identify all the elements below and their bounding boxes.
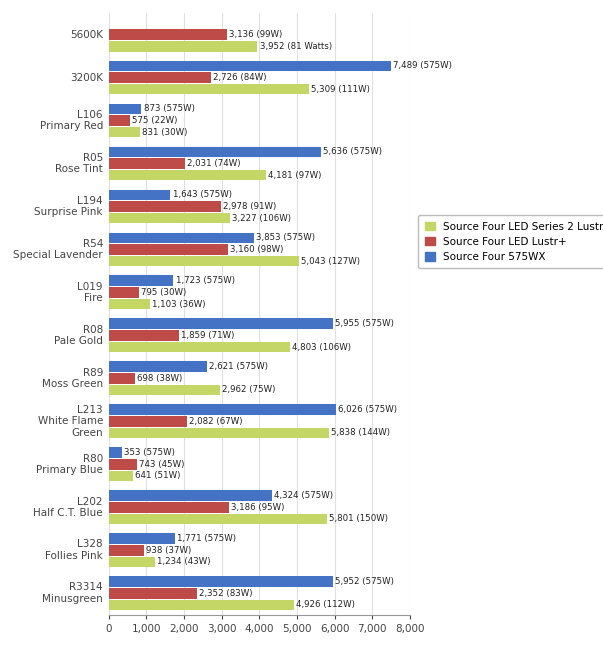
Bar xyxy=(109,404,336,415)
Text: 3,952 (81 Watts): 3,952 (81 Watts) xyxy=(259,42,332,50)
Bar xyxy=(109,127,140,137)
Text: 5,838 (144W): 5,838 (144W) xyxy=(330,428,390,438)
Bar xyxy=(109,41,257,52)
Bar xyxy=(109,233,254,243)
Text: 743 (45W): 743 (45W) xyxy=(139,460,184,469)
Text: 3,186 (95W): 3,186 (95W) xyxy=(231,503,284,512)
Bar xyxy=(109,557,155,567)
Text: 353 (575W): 353 (575W) xyxy=(124,448,175,457)
Text: 3,227 (106W): 3,227 (106W) xyxy=(232,214,291,222)
Bar xyxy=(109,170,266,181)
Bar xyxy=(109,459,136,470)
Bar xyxy=(109,471,133,481)
Text: 2,621 (575W): 2,621 (575W) xyxy=(209,362,268,371)
Bar xyxy=(109,576,333,587)
Bar xyxy=(109,201,221,212)
Text: 5,043 (127W): 5,043 (127W) xyxy=(301,256,359,266)
Bar xyxy=(109,588,197,598)
Bar xyxy=(109,146,321,157)
Bar xyxy=(109,287,139,298)
Bar xyxy=(109,244,228,255)
Text: 5,309 (111W): 5,309 (111W) xyxy=(311,84,370,94)
Text: 3,160 (98W): 3,160 (98W) xyxy=(230,245,283,254)
Bar xyxy=(109,103,142,114)
Bar xyxy=(109,158,185,169)
Text: 7,489 (575W): 7,489 (575W) xyxy=(393,61,452,71)
Text: 2,082 (67W): 2,082 (67W) xyxy=(189,417,242,426)
Bar xyxy=(109,190,171,200)
Bar xyxy=(109,213,230,224)
Text: 831 (30W): 831 (30W) xyxy=(142,128,188,137)
Text: 1,234 (43W): 1,234 (43W) xyxy=(157,557,210,566)
Bar xyxy=(109,385,220,395)
Bar xyxy=(109,29,227,40)
Bar xyxy=(109,545,144,556)
Bar xyxy=(109,362,207,372)
Bar xyxy=(109,502,229,513)
Bar xyxy=(109,416,187,426)
Bar xyxy=(109,61,391,71)
Text: 4,926 (112W): 4,926 (112W) xyxy=(296,600,355,610)
Bar xyxy=(109,299,150,309)
Text: 795 (30W): 795 (30W) xyxy=(140,288,186,297)
Text: 2,352 (83W): 2,352 (83W) xyxy=(199,589,253,598)
Text: 1,643 (575W): 1,643 (575W) xyxy=(172,190,232,199)
Bar xyxy=(109,275,174,286)
Text: 5,801 (150W): 5,801 (150W) xyxy=(329,515,388,523)
Text: 4,181 (97W): 4,181 (97W) xyxy=(268,171,321,180)
Bar xyxy=(109,600,294,610)
Text: 3,853 (575W): 3,853 (575W) xyxy=(256,233,315,243)
Text: 575 (22W): 575 (22W) xyxy=(132,116,178,125)
Text: 2,031 (74W): 2,031 (74W) xyxy=(187,159,241,168)
Bar xyxy=(109,256,298,266)
Text: 1,771 (575W): 1,771 (575W) xyxy=(177,534,236,543)
Text: 1,103 (36W): 1,103 (36W) xyxy=(152,300,206,309)
Bar xyxy=(109,447,122,458)
Bar xyxy=(109,534,175,544)
Text: 641 (51W): 641 (51W) xyxy=(135,472,180,481)
Legend: Source Four LED Series 2 Lustr, Source Four LED Lustr+, Source Four 575WX: Source Four LED Series 2 Lustr, Source F… xyxy=(418,215,603,268)
Text: 4,803 (106W): 4,803 (106W) xyxy=(292,343,350,351)
Text: 698 (38W): 698 (38W) xyxy=(137,374,182,383)
Text: 2,726 (84W): 2,726 (84W) xyxy=(213,73,267,82)
Bar xyxy=(109,84,309,94)
Bar xyxy=(109,428,329,438)
Text: 1,723 (575W): 1,723 (575W) xyxy=(175,277,235,285)
Bar xyxy=(109,373,135,384)
Bar xyxy=(109,330,178,341)
Text: 938 (37W): 938 (37W) xyxy=(146,546,191,555)
Bar xyxy=(109,513,327,525)
Text: 873 (575W): 873 (575W) xyxy=(144,105,194,113)
Bar xyxy=(109,72,211,83)
Text: 4,324 (575W): 4,324 (575W) xyxy=(274,491,333,500)
Text: 1,859 (71W): 1,859 (71W) xyxy=(181,331,234,340)
Text: 3,136 (99W): 3,136 (99W) xyxy=(229,30,282,39)
Text: 5,952 (575W): 5,952 (575W) xyxy=(335,577,394,586)
Text: 5,636 (575W): 5,636 (575W) xyxy=(323,147,382,156)
Text: 5,955 (575W): 5,955 (575W) xyxy=(335,319,394,328)
Bar xyxy=(109,490,271,501)
Text: 6,026 (575W): 6,026 (575W) xyxy=(338,405,397,414)
Bar xyxy=(109,318,333,329)
Text: 2,962 (75W): 2,962 (75W) xyxy=(223,385,276,394)
Text: 2,978 (91W): 2,978 (91W) xyxy=(223,202,276,211)
Bar xyxy=(109,115,130,126)
Bar xyxy=(109,341,289,353)
